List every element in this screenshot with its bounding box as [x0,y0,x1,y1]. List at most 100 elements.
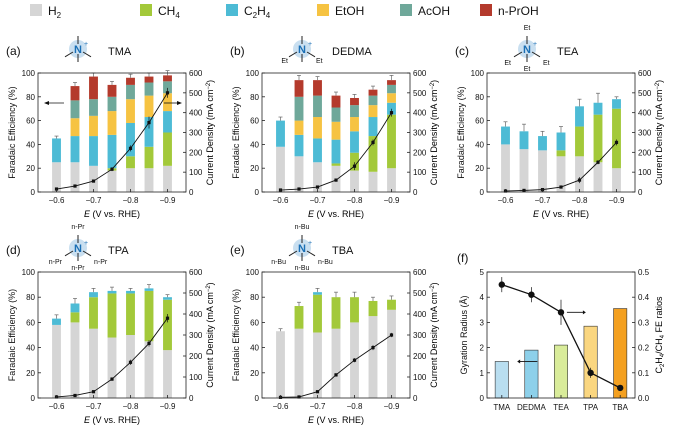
gyration-bar [494,361,509,399]
bar-c2h4 [313,138,322,163]
legend-label-h2: H2 [48,4,62,20]
bar-ch4 [368,136,378,172]
substituent: Et [281,58,288,65]
x-tick-label: −0.9 [160,196,176,205]
left-arrowhead [517,359,521,364]
y-tick-label: 0 [480,394,485,403]
cation-halo [293,40,311,58]
panel-letter: (b) [230,44,245,58]
y-axis-label: Faradaic Efficiency (%) [231,289,241,381]
bar-h2 [331,328,341,398]
gyration-bar [613,308,628,399]
y2-tick-label: 600 [189,69,203,78]
bar-ch4 [107,293,117,338]
bar-h2 [126,335,135,398]
current-density-point [91,179,96,183]
x-axis-label: E (V vs. RHE) [84,209,140,219]
bar-c2h4 [163,111,172,133]
y-tick-label: 100 [246,69,260,78]
bar-c2h4 [593,102,603,115]
bar-ch4 [350,297,359,323]
nitrogen-atom: N [74,44,82,56]
bar-c2h4 [368,117,378,137]
y-tick-label: 100 [22,268,36,277]
bar-h2 [350,170,359,192]
x-tick-label: TPA [583,403,599,412]
y-axis-label: Faradaic Efficiency (%) [456,86,466,178]
bar-c2h4 [575,106,584,127]
bar-c2h4 [612,99,621,109]
bar-acoh [368,95,378,106]
panel-letter: (d) [6,243,21,257]
panel-tpa: 0 20 40 60 80 100 0 100 200 300 400 500 600 −0.6 −0.7 −… [6,224,215,425]
bar-acoh [313,95,322,118]
current-density-point [165,316,170,320]
y-tick-label: 60 [250,117,259,126]
y2-tick-label: 100 [638,168,652,177]
bar-h2 [107,170,117,192]
y-tick-label: 1 [480,369,485,378]
bar-h2 [368,316,378,398]
bar-etoh [70,118,80,137]
x-tick-label: TBA [612,403,628,412]
x-tick-label: −0.6 [49,196,65,205]
bar-etoh [350,117,359,132]
y2-tick-label: 300 [413,129,427,138]
bar-acoh [89,99,98,116]
y2-tick-label: 300 [189,129,203,138]
bar-h2 [70,322,80,398]
y2-tick-label: 0 [413,394,418,403]
charge-sign: + [308,41,312,48]
bar-h2 [144,168,154,192]
bar-ch4 [556,150,566,157]
bar-nproh [144,76,154,83]
y-tick-label: 4 [480,293,485,302]
x-tick-label: −0.6 [49,402,65,411]
y-tick-label: 80 [250,293,259,302]
bar-ch4 [70,312,80,323]
substituent: n-Bu [295,224,310,231]
cation-halo [69,239,87,257]
y2-tick-label: 400 [189,310,203,319]
bar-nproh [70,86,80,101]
bar-ch4 [575,126,584,157]
y-tick-label: 40 [250,344,259,353]
panel-letter: (f) [457,251,468,265]
substituent: n-Bu [318,259,333,266]
y-tick-label: 80 [250,93,259,102]
panel-f: TMA DEDMA TEA TPA TBA 0 1 2 3 4 5 0.0 0.1 0.2 0.3 0.4 0.… [457,251,666,412]
bar-c2h4 [331,139,341,164]
y2-axis-label: Current Density (mA cm−2) [654,80,664,185]
current-density-point [559,185,563,189]
cation-halo [293,239,311,257]
bar-c2h4 [294,134,304,157]
x-tick-label: −0.9 [384,402,400,411]
nitrogen-atom: N [74,243,82,255]
bar-nproh [313,80,322,96]
legend-swatch-c2h4 [226,4,238,16]
current-density-point [371,140,375,145]
y-tick-label: 40 [475,140,484,149]
bar-ch4 [126,156,135,169]
fe-ratio-point [617,384,624,392]
x-tick-label: −0.8 [572,196,588,205]
bar-c2h4 [70,136,80,163]
bond-line [306,51,316,58]
y2-tick-label: 200 [413,148,427,157]
current-density-point [352,358,357,362]
bar-acoh [294,96,304,121]
current-density-point [147,120,151,125]
y2-tick-label: 600 [638,69,652,78]
y2-tick-label: 100 [189,168,203,177]
y-tick-label: 0 [255,394,260,403]
current-density-point [389,111,394,115]
current-density-point [91,390,96,394]
bar-h2 [276,146,285,192]
bar-acoh [144,82,154,96]
bar-nproh [331,95,341,108]
y2-tick-label: 400 [638,109,652,118]
y-tick-label: 80 [475,93,484,102]
y-tick-label: 5 [480,268,485,277]
y-tick-label: 60 [26,117,35,126]
substituent: Et [543,60,550,67]
